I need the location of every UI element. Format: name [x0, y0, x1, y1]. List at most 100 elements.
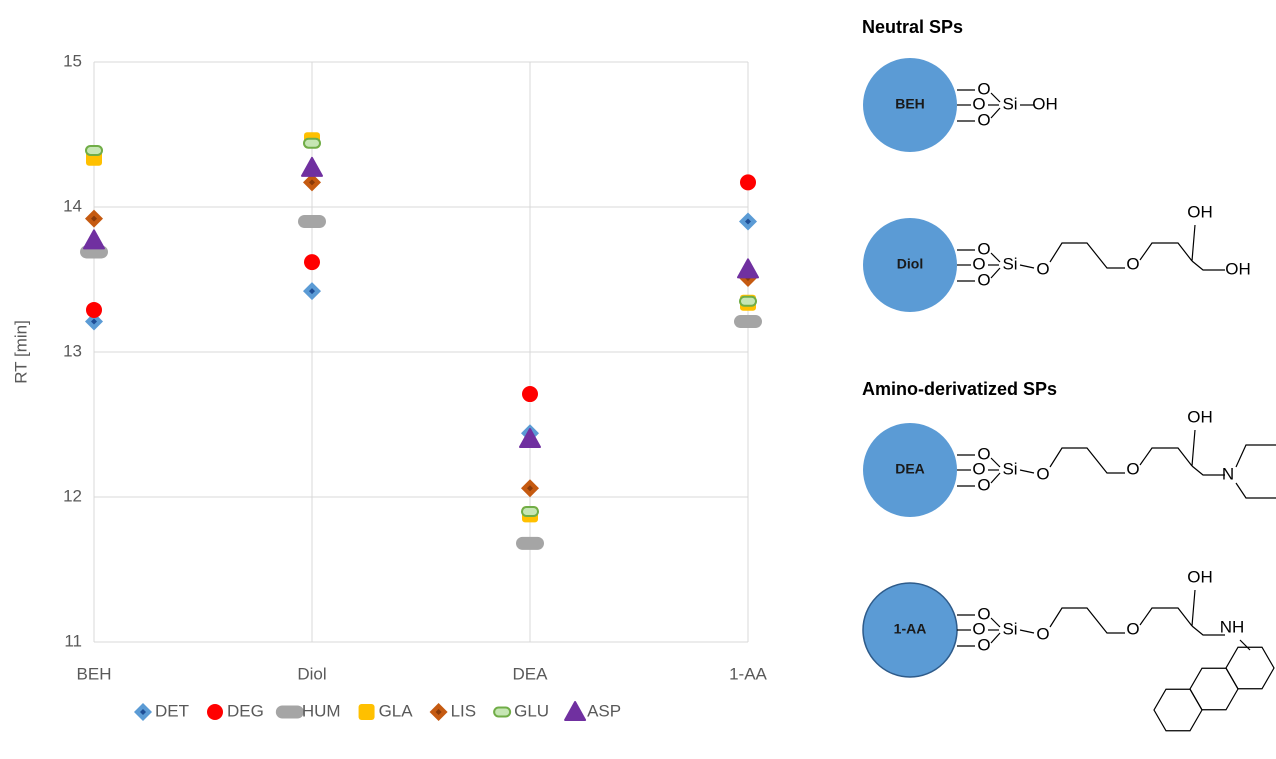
y-tick-label: 11	[64, 631, 82, 650]
marker	[516, 536, 544, 550]
atom: O	[977, 475, 990, 494]
marker	[521, 479, 539, 498]
marker	[303, 173, 321, 192]
bond	[1235, 482, 1276, 499]
bond	[990, 617, 1001, 628]
atom: OH	[1032, 94, 1058, 113]
marker	[739, 212, 757, 231]
bond	[1019, 469, 1035, 474]
atom: O	[977, 239, 990, 258]
bond	[1049, 242, 1125, 269]
x-tick-label: Diol	[297, 664, 326, 683]
atom: O	[972, 94, 985, 113]
bond	[1049, 447, 1125, 474]
legend-label: DET	[155, 701, 189, 720]
marker	[134, 703, 152, 721]
x-tick-label: 1-AA	[729, 664, 767, 683]
atom: O	[972, 619, 985, 638]
marker-core	[91, 318, 97, 325]
atom: O	[1036, 624, 1049, 643]
legend-label: GLA	[379, 701, 414, 720]
atom: O	[972, 459, 985, 478]
marker	[429, 703, 448, 721]
support-particle	[863, 58, 957, 152]
atom: NH	[1220, 617, 1245, 636]
section-title: Amino-derivatized SPs	[862, 379, 1057, 399]
atom: O	[1036, 259, 1049, 278]
bond	[1191, 429, 1196, 467]
marker	[493, 706, 512, 718]
bond	[990, 252, 1001, 263]
atom: Si	[1002, 619, 1017, 638]
marker	[85, 209, 103, 228]
atom: Si	[1002, 94, 1017, 113]
marker	[303, 282, 321, 301]
marker-core	[745, 218, 751, 225]
marker-core	[435, 709, 442, 715]
marker	[85, 144, 103, 156]
atom: N	[1222, 464, 1234, 483]
bond	[990, 472, 1001, 484]
marker-core	[309, 288, 315, 295]
particle-label: BEH	[895, 96, 925, 112]
marker	[521, 506, 539, 517]
marker	[739, 295, 757, 307]
atom: O	[977, 635, 990, 654]
marker	[737, 258, 759, 279]
marker	[298, 215, 326, 228]
aromatic-ring	[1153, 688, 1203, 732]
bond	[990, 457, 1001, 468]
bond	[1139, 242, 1193, 262]
marker	[86, 301, 102, 318]
legend-label: DEG	[227, 701, 264, 720]
section-title: Neutral SPs	[862, 17, 963, 37]
legend-label: ASP	[587, 701, 621, 720]
atom: Si	[1002, 254, 1017, 273]
bond	[990, 632, 1001, 644]
y-tick-label: 12	[63, 486, 82, 505]
marker-core	[91, 215, 97, 222]
marker	[83, 229, 105, 250]
y-tick-label: 13	[63, 341, 82, 360]
bond	[1191, 589, 1196, 627]
marker	[303, 137, 321, 149]
legend-label: GLU	[514, 701, 549, 720]
atom: OH	[1187, 202, 1213, 221]
marker	[740, 174, 756, 191]
atom: O	[977, 79, 990, 98]
bond	[1235, 444, 1276, 468]
atom: OH	[1187, 407, 1213, 426]
marker	[358, 704, 375, 720]
bond	[1049, 607, 1125, 634]
marker-core	[527, 485, 533, 492]
support-particle	[863, 423, 957, 517]
atom: O	[1126, 459, 1139, 478]
particle-label: Diol	[897, 256, 923, 272]
bond	[1239, 639, 1251, 651]
particle-label: 1-AA	[894, 621, 927, 637]
bond	[1019, 629, 1035, 634]
marker-core	[140, 709, 146, 715]
marker	[85, 312, 103, 331]
aromatic-ring	[1189, 667, 1239, 711]
atom: OH	[1225, 259, 1251, 278]
marker	[564, 701, 587, 721]
atom: O	[1126, 254, 1139, 273]
bond	[990, 92, 1001, 103]
bond	[1019, 264, 1035, 269]
bond	[1191, 260, 1225, 271]
bond	[1191, 224, 1196, 262]
marker	[207, 704, 223, 720]
atom: O	[1126, 619, 1139, 638]
y-axis-label: RT [min]	[11, 320, 30, 384]
y-tick-label: 15	[63, 51, 82, 70]
bond	[1139, 607, 1193, 627]
x-tick-label: BEH	[77, 664, 112, 683]
bond	[1191, 465, 1225, 476]
bond	[1139, 447, 1193, 467]
atom: O	[977, 110, 990, 129]
marker	[275, 705, 304, 719]
atom: Si	[1002, 459, 1017, 478]
marker-core	[309, 179, 315, 186]
